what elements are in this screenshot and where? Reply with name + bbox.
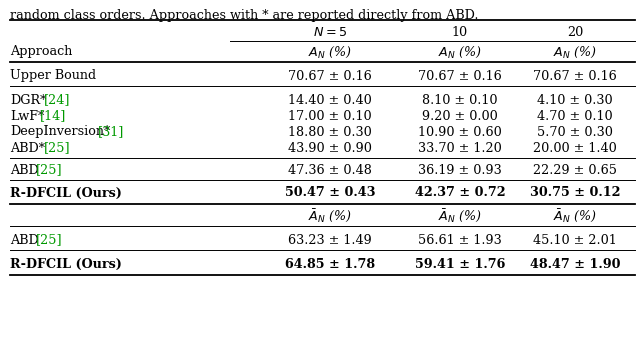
Text: $A_N$ (%): $A_N$ (%): [553, 44, 597, 60]
Text: 70.67 ± 0.16: 70.67 ± 0.16: [288, 70, 372, 83]
Text: LwF*: LwF*: [10, 109, 44, 122]
Text: DGR*: DGR*: [10, 93, 46, 106]
Text: 22.29 ± 0.65: 22.29 ± 0.65: [533, 163, 617, 177]
Text: ABD: ABD: [10, 163, 39, 177]
Text: 9.20 ± 0.00: 9.20 ± 0.00: [422, 109, 498, 122]
Text: 43.90 ± 0.90: 43.90 ± 0.90: [288, 142, 372, 154]
Text: $A_N$ (%): $A_N$ (%): [438, 44, 482, 60]
Text: 20: 20: [567, 26, 583, 39]
Text: 20.00 ± 1.40: 20.00 ± 1.40: [533, 142, 617, 154]
Text: 70.67 ± 0.16: 70.67 ± 0.16: [533, 70, 617, 83]
Text: 47.36 ± 0.48: 47.36 ± 0.48: [288, 163, 372, 177]
Text: $\bar{A}_N$ (%): $\bar{A}_N$ (%): [553, 208, 597, 224]
Text: 4.10 ± 0.30: 4.10 ± 0.30: [537, 93, 613, 106]
Text: 8.10 ± 0.10: 8.10 ± 0.10: [422, 93, 498, 106]
Text: ABD: ABD: [10, 234, 39, 247]
Text: 18.80 ± 0.30: 18.80 ± 0.30: [288, 125, 372, 138]
Text: [31]: [31]: [98, 125, 124, 138]
Text: 36.19 ± 0.93: 36.19 ± 0.93: [418, 163, 502, 177]
Text: 17.00 ± 0.10: 17.00 ± 0.10: [288, 109, 372, 122]
Text: Upper Bound: Upper Bound: [10, 70, 96, 83]
Text: [25]: [25]: [36, 234, 63, 247]
Text: $A_N$ (%): $A_N$ (%): [308, 44, 352, 60]
Text: 63.23 ± 1.49: 63.23 ± 1.49: [288, 234, 372, 247]
Text: $N=5$: $N=5$: [313, 26, 347, 39]
Text: 5.70 ± 0.30: 5.70 ± 0.30: [537, 125, 613, 138]
Text: 42.37 ± 0.72: 42.37 ± 0.72: [415, 187, 506, 199]
Text: 4.70 ± 0.10: 4.70 ± 0.10: [537, 109, 613, 122]
Text: 33.70 ± 1.20: 33.70 ± 1.20: [418, 142, 502, 154]
Text: 59.41 ± 1.76: 59.41 ± 1.76: [415, 257, 505, 270]
Text: Approach: Approach: [10, 45, 72, 59]
Text: 70.67 ± 0.16: 70.67 ± 0.16: [418, 70, 502, 83]
Text: [24]: [24]: [44, 93, 70, 106]
Text: 45.10 ± 2.01: 45.10 ± 2.01: [533, 234, 617, 247]
Text: random class orders. Approaches with * are reported directly from ABD.: random class orders. Approaches with * a…: [10, 9, 479, 22]
Text: R-DFCIL (Ours): R-DFCIL (Ours): [10, 187, 122, 199]
Text: $\bar{A}_N$ (%): $\bar{A}_N$ (%): [308, 208, 352, 224]
Text: 50.47 ± 0.43: 50.47 ± 0.43: [285, 187, 375, 199]
Text: 64.85 ± 1.78: 64.85 ± 1.78: [285, 257, 375, 270]
Text: 56.61 ± 1.93: 56.61 ± 1.93: [418, 234, 502, 247]
Text: 14.40 ± 0.40: 14.40 ± 0.40: [288, 93, 372, 106]
Text: 10: 10: [452, 26, 468, 39]
Text: 30.75 ± 0.12: 30.75 ± 0.12: [530, 187, 620, 199]
Text: $\bar{A}_N$ (%): $\bar{A}_N$ (%): [438, 208, 482, 224]
Text: DeepInversion*: DeepInversion*: [10, 125, 110, 138]
Text: 48.47 ± 1.90: 48.47 ± 1.90: [530, 257, 620, 270]
Text: [25]: [25]: [44, 142, 70, 154]
Text: R-DFCIL (Ours): R-DFCIL (Ours): [10, 257, 122, 270]
Text: 10.90 ± 0.60: 10.90 ± 0.60: [418, 125, 502, 138]
Text: [25]: [25]: [36, 163, 63, 177]
Text: ABD*: ABD*: [10, 142, 45, 154]
Text: [14]: [14]: [40, 109, 67, 122]
